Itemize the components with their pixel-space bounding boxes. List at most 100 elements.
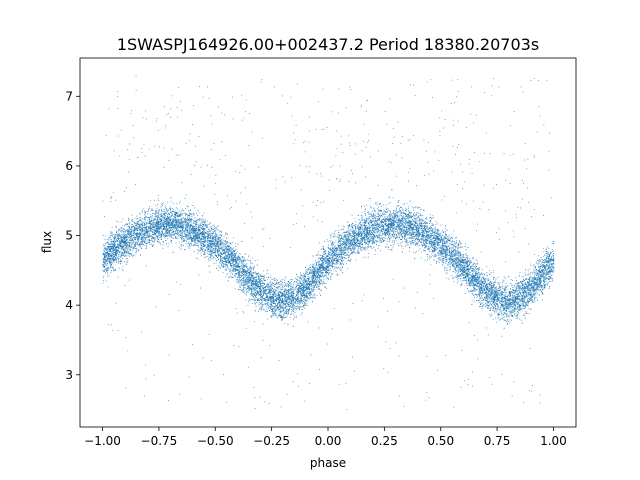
data-point — [397, 212, 398, 214]
data-point — [416, 226, 418, 228]
data-point — [103, 261, 105, 263]
data-point — [495, 294, 497, 296]
data-point — [237, 256, 239, 258]
data-point — [378, 214, 380, 216]
data-point — [382, 239, 384, 241]
data-point — [325, 250, 327, 251]
data-point — [143, 227, 145, 229]
data-point — [226, 238, 228, 239]
data-point — [221, 263, 223, 264]
data-point — [370, 235, 372, 237]
data-point — [154, 237, 156, 238]
data-point — [512, 300, 514, 302]
data-point — [394, 224, 395, 226]
data-point — [461, 261, 463, 263]
data-point — [524, 315, 525, 316]
data-point — [243, 284, 245, 286]
data-point — [168, 230, 170, 232]
data-point — [345, 249, 347, 251]
data-point — [341, 228, 343, 230]
data-point — [400, 230, 401, 232]
data-point — [166, 230, 168, 231]
data-point — [221, 263, 223, 265]
data-point — [182, 241, 184, 243]
data-point — [526, 278, 528, 279]
data-point — [161, 215, 163, 217]
data-point — [247, 286, 249, 288]
data-point — [389, 219, 391, 221]
data-point — [176, 220, 178, 222]
data-point — [471, 290, 473, 292]
data-point — [450, 251, 452, 253]
data-point — [459, 265, 461, 267]
data-point — [210, 233, 212, 235]
data-point — [250, 290, 252, 292]
data-point — [510, 279, 512, 281]
data-point — [172, 215, 174, 217]
data-point — [502, 287, 503, 289]
data-point — [299, 306, 301, 308]
data-point — [136, 247, 138, 249]
data-point — [303, 304, 305, 306]
data-point — [465, 280, 467, 282]
data-point — [311, 291, 313, 292]
data-point — [118, 267, 120, 269]
data-point — [448, 260, 450, 262]
data-point — [469, 261, 471, 263]
data-point — [354, 221, 356, 223]
data-point — [224, 257, 225, 258]
data-point — [284, 298, 286, 300]
data-point — [481, 274, 483, 275]
data-point — [483, 299, 484, 301]
data-point — [426, 242, 428, 244]
data-point — [385, 222, 387, 224]
data-point — [147, 217, 149, 219]
data-point — [417, 229, 419, 231]
data-point — [515, 296, 517, 298]
data-point — [457, 282, 458, 284]
data-point — [463, 276, 465, 278]
data-point — [433, 259, 435, 261]
data-point — [258, 286, 259, 287]
data-point — [219, 241, 221, 243]
data-point — [149, 217, 150, 219]
data-point — [157, 204, 159, 205]
data-point — [123, 233, 125, 235]
data-point — [246, 263, 248, 265]
data-point — [201, 227, 203, 229]
data-point — [310, 290, 312, 292]
data-point — [336, 247, 338, 249]
data-point — [394, 233, 396, 235]
data-point — [420, 213, 421, 215]
data-point — [273, 303, 275, 304]
data-point — [347, 260, 349, 261]
data-point — [552, 256, 554, 257]
data-point — [325, 272, 327, 274]
data-point — [470, 260, 472, 262]
data-point — [518, 284, 519, 286]
data-point — [323, 251, 325, 253]
data-point — [344, 226, 345, 228]
data-point — [137, 217, 139, 219]
data-point — [529, 276, 531, 278]
data-point — [491, 289, 493, 291]
data-point — [124, 254, 126, 256]
data-point — [376, 204, 378, 206]
data-point — [339, 262, 341, 264]
data-point — [114, 269, 116, 271]
data-point — [243, 259, 245, 261]
data-point — [419, 229, 421, 231]
data-point — [416, 230, 417, 231]
data-point — [530, 276, 532, 278]
data-point — [207, 238, 208, 240]
data-point — [532, 286, 534, 288]
data-point — [502, 301, 504, 303]
data-point — [295, 277, 296, 279]
data-point — [534, 286, 535, 288]
data-point — [144, 217, 145, 219]
data-point — [489, 309, 490, 311]
data-point — [372, 231, 374, 233]
data-point — [124, 241, 126, 243]
data-point — [199, 233, 201, 235]
data-point — [191, 222, 193, 224]
